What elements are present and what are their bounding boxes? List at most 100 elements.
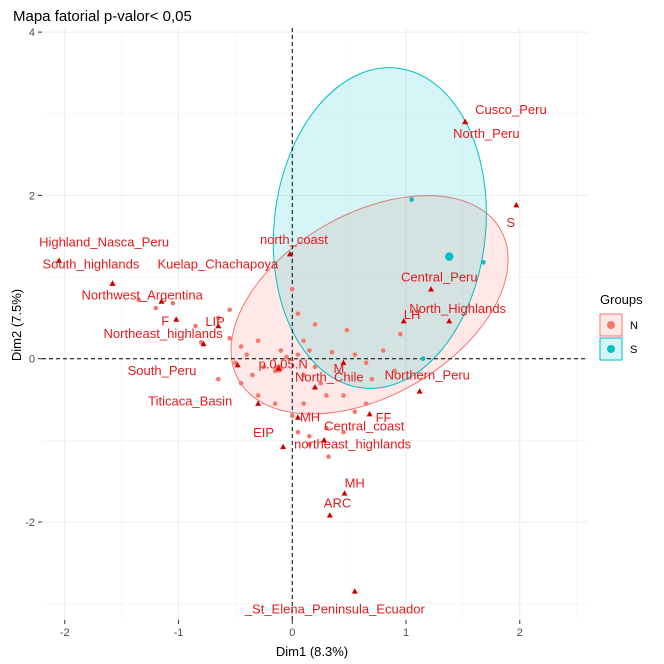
point-triangle xyxy=(341,490,348,496)
point-label: EIP xyxy=(253,425,274,440)
point-triangle xyxy=(400,317,407,324)
point-group-N xyxy=(329,349,335,355)
point-group-N xyxy=(324,425,329,431)
point-triangle xyxy=(173,316,180,322)
point-triangle xyxy=(321,437,328,443)
y-tick-label: -2 xyxy=(25,517,35,529)
point-triangle xyxy=(234,362,241,368)
point-group-N xyxy=(398,331,403,337)
point-label: Central_Peru xyxy=(401,269,478,284)
point-group-N xyxy=(238,380,244,386)
x-tick-label: -1 xyxy=(174,627,184,639)
legend: Groups NS xyxy=(599,292,643,361)
point-group-N xyxy=(344,327,350,333)
point-group-N xyxy=(341,429,346,435)
point-label: North_Peru xyxy=(453,126,519,141)
point-group-N xyxy=(284,354,289,360)
point-group-N xyxy=(233,360,238,366)
point-group-N xyxy=(341,393,346,398)
point-group-N xyxy=(295,311,301,317)
point-label: LIP xyxy=(205,314,225,329)
point-triangle xyxy=(416,388,423,394)
point-triangle xyxy=(326,512,333,518)
y-tick-label: 0 xyxy=(29,354,35,366)
point-triangle xyxy=(286,250,293,257)
point-group-N xyxy=(318,380,323,386)
x-tick-label: 2 xyxy=(517,627,523,639)
point-group-N xyxy=(295,352,301,357)
point-triangle xyxy=(200,340,207,347)
point-group-N xyxy=(227,307,232,313)
point-label: ARC xyxy=(324,495,351,510)
point-group-N xyxy=(301,338,306,344)
point-triangle xyxy=(158,298,165,304)
point-triangle xyxy=(294,414,301,420)
point-group-N xyxy=(193,323,198,329)
point-group-N xyxy=(307,348,312,353)
chart-title: Mapa fatorial p-valor< 0,05 xyxy=(13,8,192,25)
point-group-N xyxy=(363,360,369,366)
point-label: MH xyxy=(300,409,320,424)
point-label: Northern_Peru xyxy=(385,367,470,382)
point-label: South_Peru xyxy=(128,363,197,378)
legend-label-N: N xyxy=(630,320,638,332)
x-tick-label: 0 xyxy=(289,627,295,639)
point-label: South_highlands xyxy=(43,257,140,272)
point-group-N xyxy=(369,376,375,382)
legend-title: Groups xyxy=(600,292,643,307)
point-group-N xyxy=(227,335,232,341)
point-group-N xyxy=(216,315,221,321)
point-triangle xyxy=(109,280,116,286)
point-triangle xyxy=(446,317,453,324)
plot-panel: Cusco_Peru North_Peru S Highland_Nasca_Peru… xyxy=(25,27,588,639)
point-label: Central_coast xyxy=(324,418,405,433)
point-label: MH xyxy=(345,475,365,490)
x-axis-title: Dim1 (8.3%) xyxy=(276,644,348,659)
point-group-N xyxy=(301,372,306,378)
point-group-S xyxy=(409,197,414,202)
point-label: North_Highlands xyxy=(409,301,506,316)
point-group-N xyxy=(324,393,329,398)
ellipse-group-N xyxy=(230,195,509,415)
point-label: FF xyxy=(376,410,392,425)
point-group-N xyxy=(363,401,369,406)
legend-key-dot-N xyxy=(607,321,615,329)
point-group-N xyxy=(295,429,301,435)
point-label: Titicaca_Basin xyxy=(148,394,232,409)
point-label: north_coast xyxy=(260,232,328,247)
point-group-N xyxy=(153,305,159,311)
point-label: Northwest_Argentina xyxy=(81,288,203,303)
point-label: Cusco_Peru xyxy=(475,102,547,117)
point-group-N xyxy=(289,286,295,292)
point-triangle xyxy=(340,359,347,365)
point-label: S xyxy=(506,215,515,230)
point-group-N xyxy=(352,352,358,357)
ellipse-group-S xyxy=(272,67,487,389)
point-label: Northeast_highlands xyxy=(104,326,224,341)
point-group-N xyxy=(307,433,312,439)
point-group-N xyxy=(261,364,267,370)
point-triangle xyxy=(366,411,373,417)
point-group-N xyxy=(255,338,261,344)
point-triangle xyxy=(56,257,63,263)
point-group-N xyxy=(250,372,255,378)
point-group-N xyxy=(307,442,312,447)
point-group-N xyxy=(289,413,295,419)
legend-key-dot-S xyxy=(607,345,615,353)
point-group-N xyxy=(136,297,141,303)
legend-label-S: S xyxy=(630,344,637,356)
point-label: Highland_Nasca_Peru xyxy=(39,235,169,250)
x-tick-label: 1 xyxy=(403,627,409,639)
point-group-S xyxy=(481,260,486,265)
x-tick-label: -2 xyxy=(60,627,70,639)
point-triangle xyxy=(462,118,469,125)
point-triangle xyxy=(255,400,262,406)
point-triangle xyxy=(428,286,435,292)
point-label: North_Chile xyxy=(295,369,364,384)
point-label: p.0,05.N xyxy=(259,357,308,372)
point-group-N xyxy=(380,348,386,353)
point-group-S xyxy=(420,356,426,362)
point-group-N xyxy=(216,376,221,382)
point-triangle xyxy=(275,365,282,371)
